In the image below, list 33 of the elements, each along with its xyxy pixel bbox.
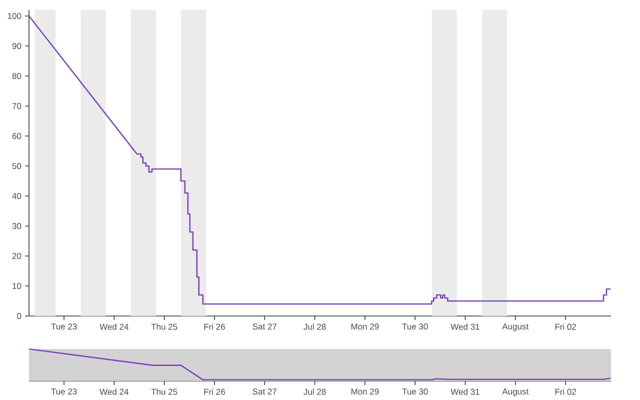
y-tick-label: 100 xyxy=(8,12,22,20)
y-tick-label: 40 xyxy=(12,193,22,200)
y-tick-label: 30 xyxy=(12,222,22,230)
y-tick-label: 60 xyxy=(12,132,22,140)
y-tick-label: 80 xyxy=(12,73,22,80)
x-tick-label: Mon 29 xyxy=(351,324,379,330)
x-tick-label: Mon 29 xyxy=(351,388,379,395)
x-tick-label: August xyxy=(502,324,529,332)
x-tick-label: Tue 30 xyxy=(402,324,428,330)
x-tick-label: Fri 26 xyxy=(204,388,225,395)
x-tick-label: Fri 26 xyxy=(204,324,225,330)
y-tick-label: 70 xyxy=(12,102,22,110)
x-tick-label: Tue 30 xyxy=(402,388,428,395)
x-tick-label: Thu 25 xyxy=(151,388,178,395)
y-tick-label: 50 xyxy=(12,163,22,170)
x-tick-label: Wed 31 xyxy=(450,324,480,330)
x-tick-label: Fri 02 xyxy=(555,388,576,395)
x-tick-label: August xyxy=(502,388,529,396)
x-tick-label: Wed 31 xyxy=(450,388,480,395)
y-tick-label: 90 xyxy=(12,42,22,50)
y-tick-label: 0 xyxy=(17,313,22,320)
x-tick-label: Wed 24 xyxy=(100,324,128,330)
x-tick-label: Sat 27 xyxy=(252,324,276,330)
x-tick-label: Tue 23 xyxy=(51,388,77,395)
x-tick-label: Tue 23 xyxy=(51,324,77,330)
y-tick-label: 20 xyxy=(12,253,22,260)
x-tick-label: Sat 27 xyxy=(252,388,276,395)
x-tick-label: Jul 28 xyxy=(304,388,326,395)
x-tick-label: Fri 02 xyxy=(555,324,576,330)
x-tick-label: Thu 25 xyxy=(151,324,178,330)
x-tick-label: Jul 28 xyxy=(304,324,326,330)
x-tick-label: Wed 24 xyxy=(100,388,128,395)
y-tick-label: 10 xyxy=(12,283,22,290)
